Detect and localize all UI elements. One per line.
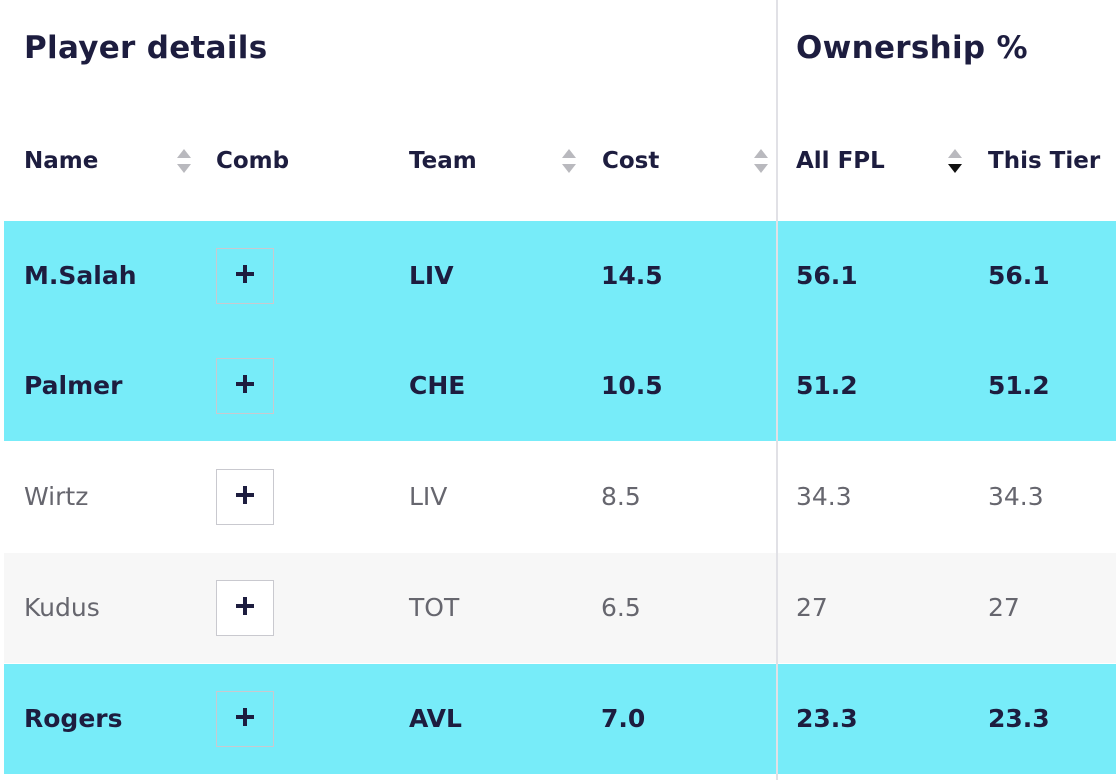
add-to-combination-button[interactable] (216, 580, 274, 636)
sort-team-icon[interactable] (561, 146, 577, 176)
column-header-cost[interactable]: Cost (602, 148, 660, 174)
ownership-all-fpl: 34.3 (796, 482, 852, 511)
ownership-this-tier: 51.2 (988, 371, 1050, 400)
ownership-title: Ownership % (796, 30, 1028, 66)
table-row: M.Salah LIV 14.5 56.1 56.1 (4, 221, 1116, 331)
ownership-this-tier: 34.3 (988, 482, 1044, 511)
player-details-title: Player details (24, 30, 268, 66)
ownership-this-tier: 56.1 (988, 261, 1050, 290)
player-team: AVL (409, 704, 462, 733)
plus-icon (236, 265, 254, 287)
sort-cost-icon[interactable] (753, 146, 769, 176)
table-row: Palmer CHE 10.5 51.2 51.2 (4, 331, 1116, 441)
plus-icon (236, 375, 254, 397)
column-header-team[interactable]: Team (409, 148, 477, 174)
column-header-name[interactable]: Name (24, 148, 99, 174)
add-to-combination-button[interactable] (216, 469, 274, 525)
add-to-combination-button[interactable] (216, 358, 274, 414)
column-header-all-fpl[interactable]: All FPL (796, 148, 885, 174)
player-team: LIV (409, 261, 454, 290)
sort-name-icon[interactable] (176, 146, 192, 176)
ownership-all-fpl: 23.3 (796, 704, 858, 733)
player-cost: 14.5 (601, 261, 663, 290)
ownership-all-fpl: 27 (796, 593, 828, 622)
sort-all-fpl-icon[interactable] (947, 146, 963, 176)
player-cost: 8.5 (601, 482, 641, 511)
add-to-combination-button[interactable] (216, 691, 274, 747)
ownership-all-fpl: 56.1 (796, 261, 858, 290)
player-team: LIV (409, 482, 448, 511)
column-header-comb: Comb (216, 148, 290, 174)
player-name[interactable]: Wirtz (24, 482, 89, 511)
plus-icon (236, 486, 254, 508)
plus-icon (236, 708, 254, 730)
ownership-all-fpl: 51.2 (796, 371, 858, 400)
table-row: Rogers AVL 7.0 23.3 23.3 (4, 664, 1116, 774)
section-divider (776, 0, 778, 780)
player-name[interactable]: Rogers (24, 704, 123, 733)
player-name[interactable]: M.Salah (24, 261, 137, 290)
ownership-this-tier: 27 (988, 593, 1020, 622)
add-to-combination-button[interactable] (216, 248, 274, 304)
player-cost: 10.5 (601, 371, 663, 400)
table-row: Wirtz LIV 8.5 34.3 34.3 (4, 442, 1116, 552)
ownership-this-tier: 23.3 (988, 704, 1050, 733)
player-name[interactable]: Palmer (24, 371, 123, 400)
plus-icon (236, 597, 254, 619)
player-cost: 7.0 (601, 704, 646, 733)
player-team: TOT (409, 593, 460, 622)
player-team: CHE (409, 371, 466, 400)
player-cost: 6.5 (601, 593, 641, 622)
column-header-this-tier[interactable]: This Tier (988, 148, 1101, 174)
table-row: Kudus TOT 6.5 27 27 (4, 553, 1116, 663)
player-name[interactable]: Kudus (24, 593, 100, 622)
